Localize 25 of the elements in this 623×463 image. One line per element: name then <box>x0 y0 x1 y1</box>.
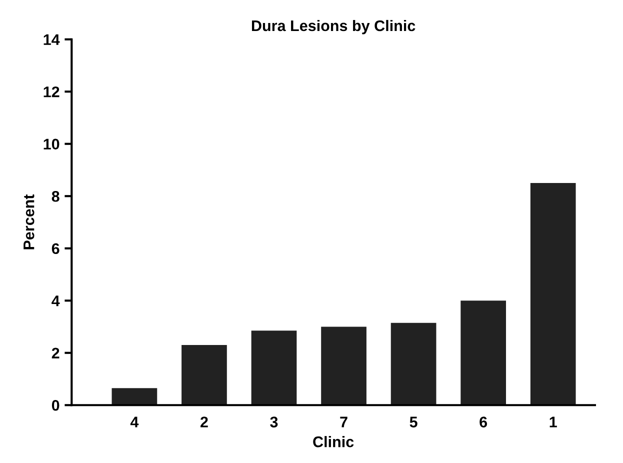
y-tick-label: 8 <box>52 190 60 202</box>
y-tick-label: 0 <box>52 400 60 411</box>
bar <box>460 300 506 406</box>
y-tick-label: 2 <box>52 348 60 358</box>
x-tick-label: 3 <box>270 416 278 428</box>
x-tick-label: 6 <box>480 416 488 428</box>
x-tick-label: 5 <box>410 416 418 428</box>
y-tick-label: 14 <box>44 34 60 45</box>
y-tick-label: 12 <box>44 86 60 98</box>
y-tick-label: 6 <box>52 243 60 254</box>
x-axis-title: Clinic <box>313 436 354 448</box>
bar <box>251 330 297 406</box>
bar <box>112 388 158 406</box>
x-tick-label: 4 <box>130 416 139 428</box>
x-tick-label: 7 <box>340 416 348 428</box>
bar <box>182 345 227 406</box>
y-tick-label: 10 <box>44 138 60 150</box>
y-tick-label: 4 <box>52 296 60 306</box>
x-tick-label: 2 <box>200 416 208 428</box>
bar <box>390 322 436 406</box>
x-tick-label: 1 <box>550 416 557 428</box>
bar <box>530 183 576 406</box>
chart-title: Dura Lesions by Clinic <box>252 20 416 34</box>
y-axis-title: Percent <box>24 194 34 250</box>
bar <box>321 326 366 406</box>
